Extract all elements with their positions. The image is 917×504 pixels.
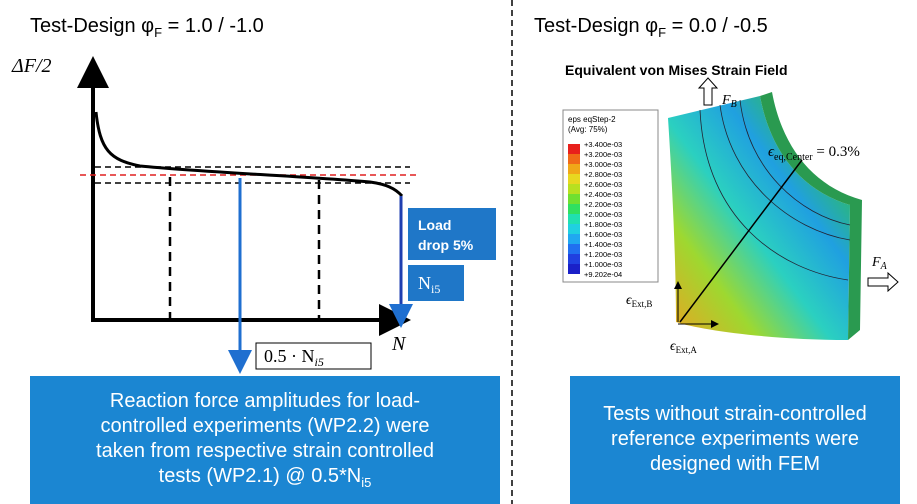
eps-value: = 0.3% xyxy=(813,144,860,160)
legend-swatch xyxy=(568,164,580,174)
legend-label: +2.600e-03 xyxy=(584,180,622,189)
legend-swatch xyxy=(568,144,580,154)
title-sub: F xyxy=(658,25,666,40)
legend-label: +1.200e-03 xyxy=(584,250,622,259)
legend-swatch xyxy=(568,174,580,184)
legend-swatch xyxy=(568,224,580,234)
legend-swatch xyxy=(568,264,580,274)
summary-line: Reaction force amplitudes for load- xyxy=(110,390,420,412)
legend-label: +1.400e-03 xyxy=(584,240,622,249)
eps-sub: eq,Center xyxy=(774,152,813,163)
left-title: Test-Design φF = 1.0 / -1.0 xyxy=(30,15,264,40)
legend-swatch xyxy=(568,154,580,164)
legend-title: eps eqStep-2 xyxy=(568,115,616,124)
title-text: Test-Design φ xyxy=(534,15,658,37)
legend-label: +2.800e-03 xyxy=(584,170,622,179)
title-text: = 1.0 / -1.0 xyxy=(162,15,264,37)
legend-label: +9.202e-04 xyxy=(584,270,622,279)
f-sub: B xyxy=(731,99,737,110)
half-main: 0.5 · N xyxy=(264,346,315,366)
summary-line: controlled experiments (WP2.2) were xyxy=(100,415,429,437)
legend-label: +2.400e-03 xyxy=(584,190,622,199)
title-text: = 0.0 / -0.5 xyxy=(666,15,768,37)
half-sub: i5 xyxy=(315,355,324,369)
force-b-arrow xyxy=(699,78,717,105)
figure-title: Equivalent von Mises Strain Field xyxy=(565,62,788,78)
eps-a: ϵExt,A xyxy=(670,339,697,355)
load-drop-text: Load xyxy=(418,217,451,233)
legend-swatch xyxy=(568,194,580,204)
legend-swatch xyxy=(568,234,580,244)
legend-label: +3.400e-03 xyxy=(584,140,622,149)
legend-label: +1.600e-03 xyxy=(584,230,622,239)
right-title: Test-Design φF = 0.0 / -0.5 xyxy=(534,15,768,40)
slide: Test-Design φF = 1.0 / -1.0 ΔF/2 N Load … xyxy=(0,0,917,504)
legend-label: +2.000e-03 xyxy=(584,210,622,219)
summary-line: Tests without strain-controlled xyxy=(603,403,866,425)
legend-label: +3.200e-03 xyxy=(584,150,622,159)
legend-label: +1.800e-03 xyxy=(584,220,622,229)
f-main: F xyxy=(721,93,731,108)
eps-sub: Ext,B xyxy=(632,299,653,309)
title-text: Test-Design φ xyxy=(30,15,154,37)
summary-line: designed with FEM xyxy=(650,453,820,475)
title-sub: F xyxy=(154,25,162,40)
y-axis-label: ΔF/2 xyxy=(11,55,52,77)
n-sub: i5 xyxy=(431,282,440,296)
legend-label: +2.200e-03 xyxy=(584,200,622,209)
legend-swatch xyxy=(568,254,580,264)
legend-label: +3.000e-03 xyxy=(584,160,622,169)
summary-line: taken from respective strain controlled xyxy=(96,440,434,462)
summary-text: tests (WP2.1) @ 0.5*N xyxy=(159,465,362,487)
legend-swatch xyxy=(568,204,580,214)
summary-line: reference experiments were xyxy=(611,428,859,450)
legend-swatch xyxy=(568,244,580,254)
f-main: F xyxy=(871,255,881,270)
summary-sub: i5 xyxy=(361,475,371,490)
eps-sub: Ext,A xyxy=(676,345,698,355)
legend-swatch xyxy=(568,184,580,194)
summary-line: tests (WP2.1) @ 0.5*Ni5 xyxy=(159,465,372,490)
force-a: FA xyxy=(871,255,888,272)
f-sub: A xyxy=(880,261,888,272)
legend-swatch xyxy=(568,214,580,224)
legend-subtitle: (Avg: 75%) xyxy=(568,125,608,134)
x-axis-label: N xyxy=(391,333,407,355)
force-a-arrow xyxy=(868,273,898,291)
n-main: N xyxy=(418,273,431,293)
force-b: FB xyxy=(721,93,737,110)
load-drop-text: drop 5% xyxy=(418,237,474,253)
legend-label: +1.000e-03 xyxy=(584,260,622,269)
eps-b: ϵExt,B xyxy=(626,293,652,309)
